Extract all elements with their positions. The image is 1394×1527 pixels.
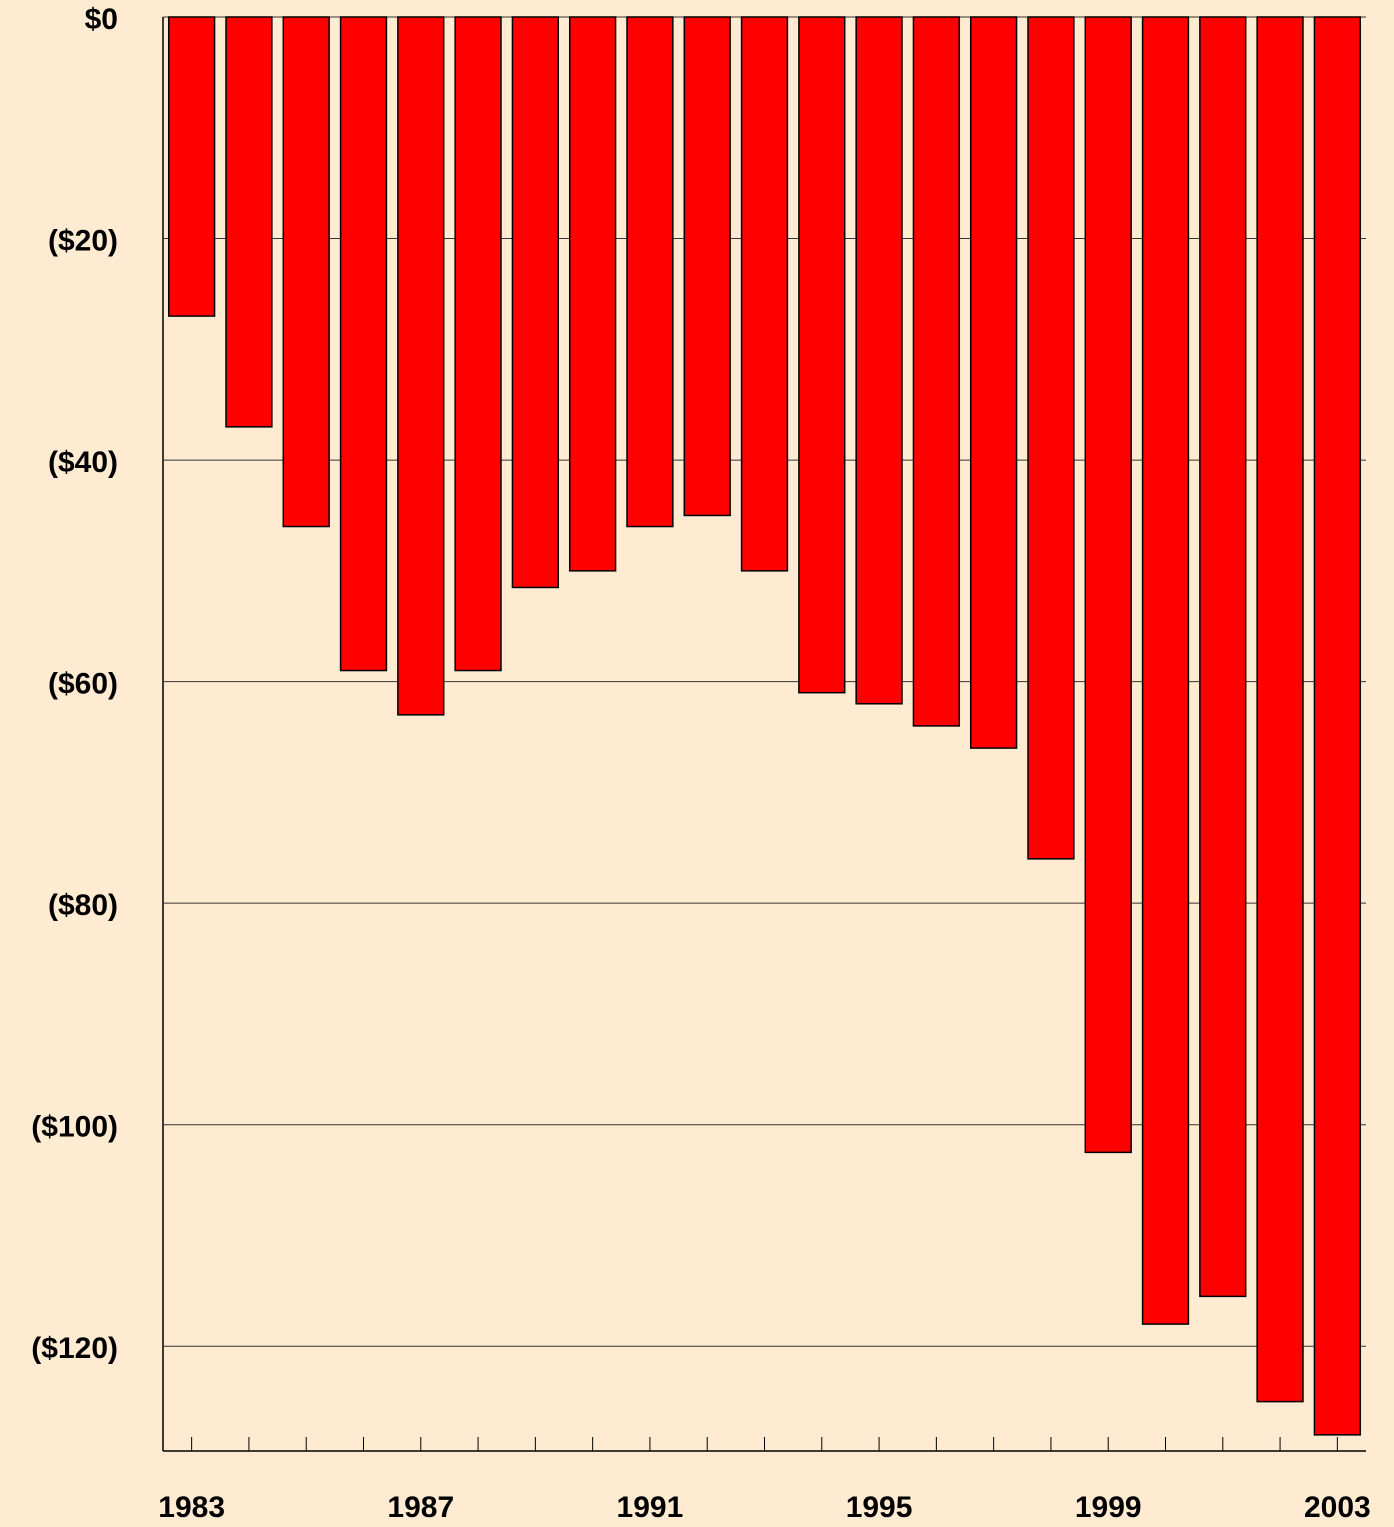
y-tick-label: ($80) — [48, 889, 118, 922]
bar — [683, 16, 731, 517]
bar — [1141, 16, 1190, 1325]
bar — [1027, 16, 1075, 860]
bar — [282, 16, 330, 528]
y-tick-label: ($120) — [31, 1332, 118, 1365]
bar — [798, 16, 846, 694]
y-tick-label: ($100) — [31, 1111, 118, 1144]
bar — [1313, 16, 1362, 1436]
bar — [511, 16, 560, 589]
x-tick-label: 1999 — [1075, 1491, 1142, 1524]
x-tick-label: 1991 — [617, 1491, 684, 1524]
bar — [225, 16, 273, 428]
bar — [626, 16, 674, 528]
y-tick-label: $0 — [85, 3, 118, 36]
x-tick-label: 1987 — [387, 1491, 454, 1524]
x-tick-label: 1983 — [158, 1491, 225, 1524]
bar — [969, 16, 1018, 749]
bar — [1199, 16, 1247, 1298]
bar — [167, 16, 216, 317]
x-tick-label: 2003 — [1304, 1491, 1371, 1524]
bar — [454, 16, 502, 672]
bar — [568, 16, 617, 572]
bar — [1084, 16, 1132, 1154]
bar — [912, 16, 961, 727]
bar — [397, 16, 445, 716]
y-tick-label: ($40) — [48, 446, 118, 479]
x-tick-label: 1995 — [846, 1491, 913, 1524]
bar — [339, 16, 388, 672]
y-tick-label: ($60) — [48, 668, 118, 701]
bar — [740, 16, 789, 572]
bar — [855, 16, 903, 705]
y-tick-label: ($20) — [48, 224, 118, 257]
bar — [1256, 16, 1304, 1403]
